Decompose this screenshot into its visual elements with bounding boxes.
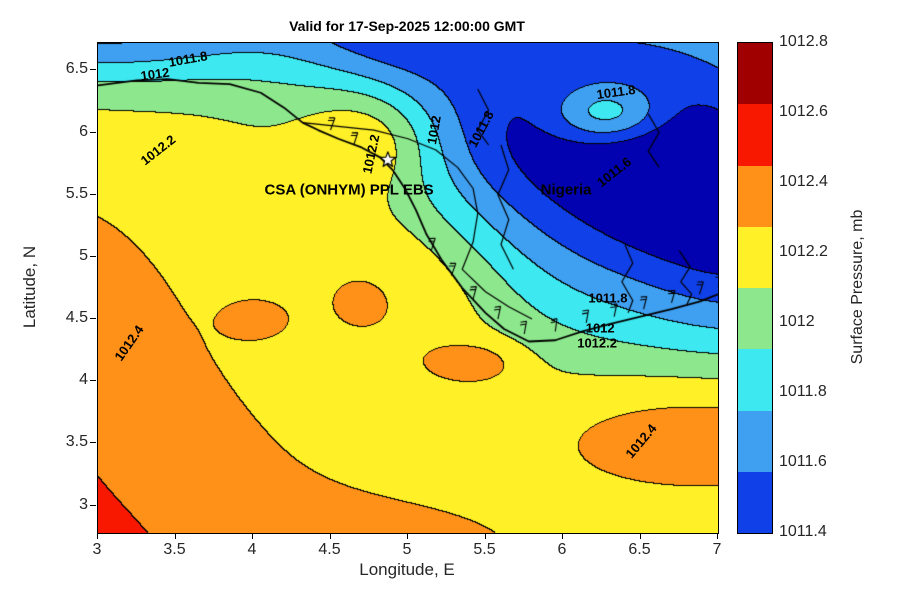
y-tick-label: 3 (79, 495, 88, 513)
plot-area: 1011.8 1012 1012.2 1012.2 1012 1011.8 1011.8 10… (97, 42, 719, 534)
x-tick-mark (252, 533, 253, 539)
contour-label: 1012 (585, 320, 615, 336)
x-tick-label: 4.5 (318, 541, 341, 558)
x-tick-label: 3.5 (163, 541, 186, 558)
x-tick-mark (717, 533, 718, 539)
y-tick-mark (90, 193, 96, 195)
y-tick-mark (90, 380, 96, 382)
colorbar-band (738, 104, 772, 166)
y-tick-label: 4.5 (65, 309, 88, 327)
x-tick-mark (639, 533, 641, 539)
x-tick-label: 5.5 (473, 541, 496, 558)
colorbar-tick-label: 1011.4 (779, 523, 827, 540)
x-tick-mark (484, 533, 486, 539)
y-tick-mark (90, 318, 96, 320)
colorbar-tick-label: 1011.6 (779, 453, 827, 470)
colorbar-tick-label: 1011.8 (779, 383, 827, 400)
colorbar-tick-label: 1012.2 (779, 243, 828, 260)
y-tick-label: 6 (79, 122, 88, 140)
colorbar-band (738, 43, 772, 105)
x-tick-mark (407, 533, 408, 539)
x-tick-mark (97, 533, 98, 539)
colorbar-band (738, 410, 772, 472)
colorbar-band (738, 288, 772, 350)
map-annotation: Nigeria (540, 181, 592, 199)
colorbar-label: Surface Pressure, mb (849, 209, 866, 365)
colorbar-tick-label: 1012.4 (779, 173, 828, 190)
x-tick-mark (562, 533, 563, 539)
colorbar (737, 42, 773, 534)
contour-label: 1012.2 (577, 335, 617, 351)
colorbar-tick-label: 1012 (779, 313, 815, 330)
plot-title: Valid for 17-Sep-2025 12:00:00 GMT (289, 18, 525, 34)
colorbar-band (738, 471, 772, 533)
colorbar-band (738, 349, 772, 411)
y-axis-label: Latitude, N (20, 245, 39, 329)
x-tick-label: 5 (402, 541, 412, 558)
y-tick-label: 5 (79, 246, 88, 264)
x-tick-label: 3 (92, 541, 102, 558)
y-tick-label: 6.5 (65, 60, 88, 78)
y-tick-mark (90, 504, 96, 506)
colorbar-tick-label: 1012.8 (779, 33, 828, 50)
x-tick-mark (174, 533, 176, 539)
x-axis-label: Longitude, E (359, 560, 455, 579)
x-tick-label: 6.5 (628, 541, 651, 558)
x-tick-label: 7 (712, 541, 722, 558)
colorbar-tick-label: 1012.6 (779, 103, 828, 120)
x-tick-label: 6 (557, 541, 567, 558)
map-annotation: CSA (ONHYM) PPL EBS (264, 181, 434, 199)
colorbar-band (738, 165, 772, 227)
y-tick-label: 3.5 (65, 433, 88, 451)
contour-label: 1011.8 (588, 290, 628, 306)
contour-map-canvas (98, 43, 718, 533)
colorbar-band (738, 226, 772, 288)
y-tick-mark (90, 131, 96, 133)
y-tick-mark (90, 255, 96, 257)
x-tick-mark (329, 533, 331, 539)
y-tick-label: 4 (79, 371, 88, 389)
y-tick-mark (90, 442, 96, 444)
y-tick-mark (90, 69, 96, 71)
y-tick-label: 5.5 (65, 184, 88, 202)
x-tick-label: 4 (247, 541, 257, 558)
